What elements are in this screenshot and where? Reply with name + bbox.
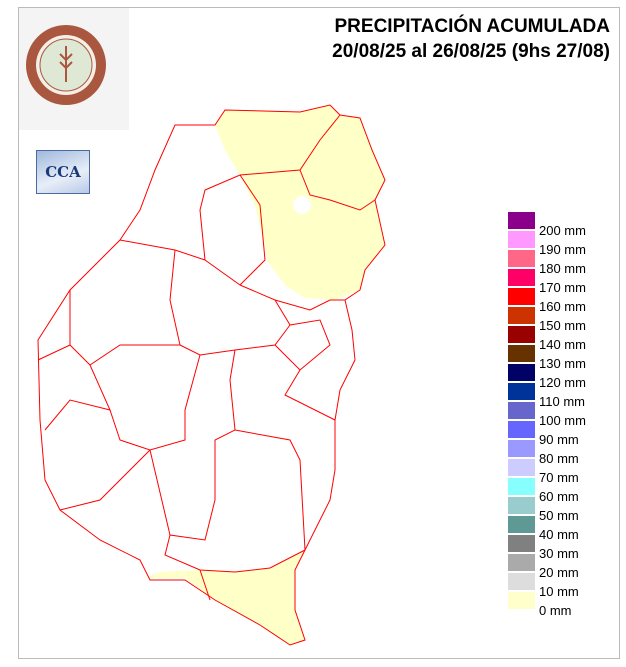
dry-spot bbox=[293, 196, 311, 214]
rain-area-south bbox=[145, 550, 305, 645]
legend-label: 130 mm bbox=[539, 356, 586, 371]
legend-swatch bbox=[508, 250, 535, 267]
legend-swatch bbox=[508, 478, 535, 495]
legend-swatch bbox=[508, 326, 535, 343]
province-outline bbox=[37, 104, 386, 646]
cca-logo: CCA bbox=[36, 150, 90, 194]
legend-label: 180 mm bbox=[539, 261, 586, 276]
legend-label: 170 mm bbox=[539, 280, 586, 295]
legend-swatch bbox=[508, 459, 535, 476]
legend-label: 70 mm bbox=[539, 470, 579, 485]
legend-label: 90 mm bbox=[539, 432, 579, 447]
legend-swatch bbox=[508, 383, 535, 400]
legend-label: 200 mm bbox=[539, 223, 586, 238]
figure-border bbox=[18, 7, 620, 659]
legend-label: 0 mm bbox=[539, 603, 572, 618]
legend-swatch bbox=[508, 345, 535, 362]
legend-swatch bbox=[508, 307, 535, 324]
legend-label: 20 mm bbox=[539, 565, 579, 580]
legend-label: 190 mm bbox=[539, 242, 586, 257]
legend-swatch bbox=[508, 516, 535, 533]
legend-label: 100 mm bbox=[539, 413, 586, 428]
legend-swatch bbox=[508, 231, 535, 248]
legend-swatch bbox=[508, 288, 535, 305]
legend-swatch bbox=[508, 269, 535, 286]
legend-swatch bbox=[508, 402, 535, 419]
legend-label: 120 mm bbox=[539, 375, 586, 390]
legend-swatch bbox=[508, 212, 535, 229]
legend-swatch bbox=[508, 573, 535, 590]
legend-label: 60 mm bbox=[539, 489, 579, 504]
legend-label: 10 mm bbox=[539, 584, 579, 599]
legend-label: 50 mm bbox=[539, 508, 579, 523]
title-line-1: PRECIPITACIÓN ACUMULADA bbox=[334, 16, 611, 37]
legend-label: 110 mm bbox=[539, 394, 585, 409]
legend-label: 160 mm bbox=[539, 299, 586, 314]
legend-label: 40 mm bbox=[539, 527, 579, 542]
bolsa-cereales-seal-logo bbox=[26, 25, 106, 105]
legend-label: 80 mm bbox=[539, 451, 579, 466]
legend-label: 30 mm bbox=[539, 546, 579, 561]
legend-swatch bbox=[508, 497, 535, 514]
legend-swatch bbox=[508, 364, 535, 381]
legend-swatch bbox=[508, 421, 535, 438]
rain-areas bbox=[145, 105, 385, 645]
title-line-2: 20/08/25 al 26/08/25 (9hs 27/08) bbox=[332, 41, 610, 62]
department-boundaries bbox=[37, 104, 386, 646]
legend-label: 140 mm bbox=[539, 337, 586, 352]
legend-swatch bbox=[508, 554, 535, 571]
legend-label: 150 mm bbox=[539, 318, 586, 333]
legend-swatch bbox=[508, 535, 535, 552]
legend-swatch bbox=[508, 592, 535, 609]
map-title: PRECIPITACIÓN ACUMULADA 20/08/25 al 26/0… bbox=[332, 14, 610, 64]
legend-swatch bbox=[508, 440, 535, 457]
